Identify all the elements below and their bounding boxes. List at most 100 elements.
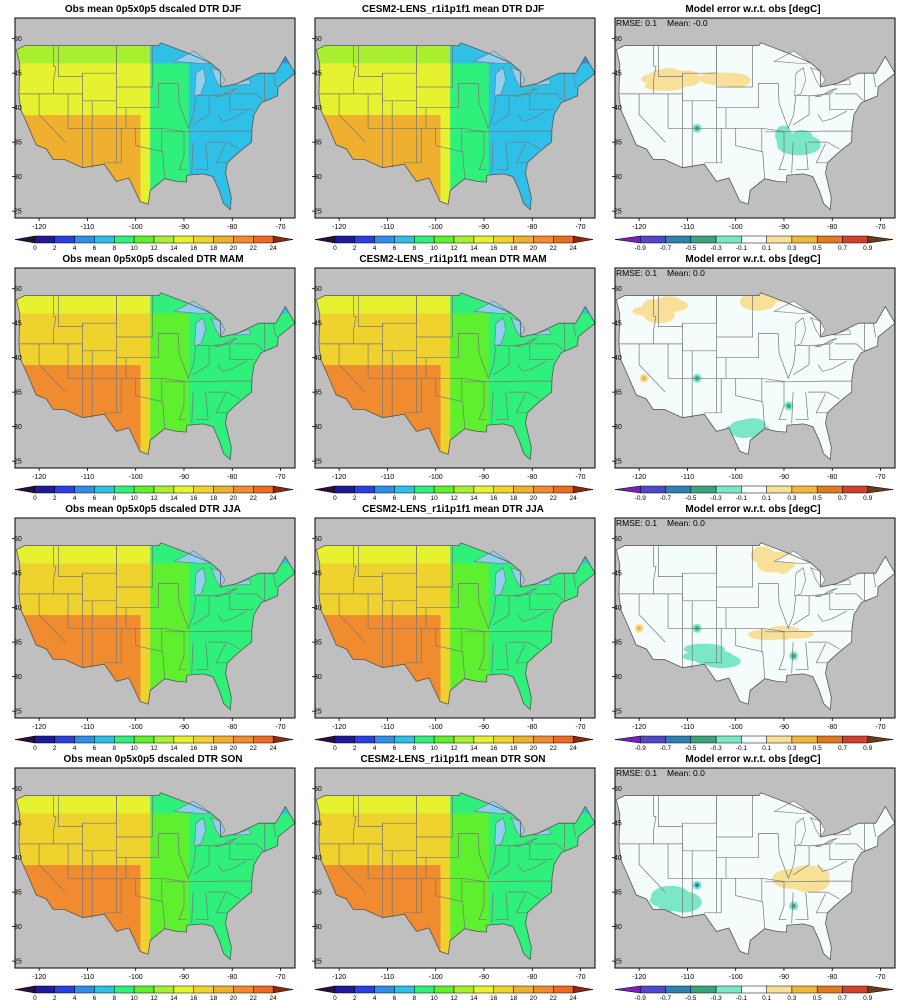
colorbar-label: 20	[230, 995, 238, 1000]
colorbar-swatch	[394, 485, 415, 494]
map-frame	[614, 267, 896, 469]
lon-tick-label: -110	[81, 224, 95, 231]
panel-title: CESM2-LENS_r1i1p1f1 mean DTR JJA	[362, 504, 544, 515]
lat-tick-label: 25	[14, 709, 22, 716]
colorbar-swatch	[553, 985, 574, 994]
colorbar-swatch	[791, 985, 818, 994]
map-frame	[14, 17, 296, 219]
colorbar-label: 0	[333, 745, 337, 750]
colorbar-label: 10	[430, 245, 438, 250]
colorbar-label: 20	[530, 745, 538, 750]
lon-tick-label: -90	[179, 974, 189, 981]
colorbar-swatch	[114, 485, 135, 494]
colorbar-label: 16	[190, 745, 198, 750]
state-borders	[618, 795, 877, 929]
lat-tick-label: 35	[614, 640, 622, 647]
lon-tick-label: -100	[429, 724, 443, 731]
colorbar-label: -0.3	[710, 745, 722, 750]
colorbar-label: 8	[412, 745, 416, 750]
colorbar-label: 18	[210, 745, 218, 750]
map-frame	[614, 767, 896, 969]
lat-tick-label: 45	[14, 821, 22, 828]
rmse-label: RMSE: 0.1	[616, 18, 657, 28]
lon-tick-label: -110	[381, 974, 395, 981]
lat-tick-label: 40	[314, 605, 322, 612]
colorbar-swatch	[867, 485, 894, 494]
colorbar-label: 2	[353, 995, 357, 1000]
lat-tick-label: 30	[614, 924, 622, 931]
colorbar-swatch	[741, 485, 767, 494]
colorbar-label: 12	[450, 245, 458, 250]
colorbar-label: 0.1	[762, 745, 771, 750]
colorbar-label: 16	[190, 245, 198, 250]
us-outline	[15, 792, 296, 961]
panel-title: CESM2-LENS_r1i1p1f1 mean DTR MAM	[359, 254, 547, 265]
lon-tick-label: -100	[129, 474, 143, 481]
colorbar-label: 10	[430, 995, 438, 1000]
colorbar-swatch	[453, 485, 475, 494]
colorbar-swatch	[193, 235, 214, 244]
lat-tick-label: 35	[14, 140, 22, 147]
colorbar-label: 10	[130, 995, 138, 1000]
lat-tick-label: 50	[314, 786, 322, 793]
colorbar-label: 18	[510, 245, 518, 250]
colorbar-label: 0.1	[762, 495, 771, 500]
panel-title: Obs mean 0p5x0p5 dscaled DTR DJF	[64, 4, 242, 15]
lat-tick-label: 50	[314, 36, 322, 43]
lat-tick-label: 30	[314, 174, 322, 181]
colorbar-label: 2	[53, 245, 57, 250]
colorbar-swatch	[14, 985, 36, 994]
colorbar-swatch	[94, 985, 115, 994]
lon-tick-label: -110	[681, 474, 695, 481]
lat-tick-label: 40	[14, 605, 22, 612]
colorbar-swatch	[233, 735, 254, 744]
colorbar-swatch	[272, 485, 294, 494]
colorbar-swatch	[334, 985, 356, 994]
colorbar-swatch	[614, 235, 641, 244]
colorbar-label: 0.5	[813, 995, 822, 1000]
great-lakes	[773, 800, 852, 847]
obs-panel-son: -120 -110 -100 -90 -80 -70 25 30 35 40 45 50 0 2 4 6 8 10…	[3, 750, 303, 1000]
map-frame	[614, 517, 896, 719]
colorbar-swatch	[791, 235, 818, 244]
colorbar-label: 16	[190, 995, 198, 1000]
colorbar-label: 8	[112, 745, 116, 750]
colorbar-label: 18	[210, 995, 218, 1000]
colorbar-swatch	[493, 485, 514, 494]
colorbar-label: -0.5	[685, 745, 697, 750]
us-outline	[315, 42, 596, 211]
state-borders	[618, 295, 877, 429]
colorbar-swatch	[414, 735, 435, 744]
colorbar-label: 0	[33, 745, 37, 750]
error-dot-core	[786, 403, 791, 409]
lat-tick-label: 50	[614, 536, 622, 543]
diff-map: -120 -110 -100 -90 -80 -70 25 30 35 40 45 50 -0.9 -0.…	[612, 517, 896, 750]
colorbar-label: 24	[269, 995, 277, 1000]
colorbar-label: 4	[73, 745, 77, 750]
error-dot-core	[636, 626, 642, 631]
lat-tick-label: 40	[614, 355, 622, 362]
lon-tick-label: -70	[575, 974, 585, 981]
colorbar-label: 8	[112, 245, 116, 250]
lat-tick-label: 25	[614, 459, 622, 466]
colorbar-label: 22	[250, 745, 258, 750]
panel-title: Model error w.r.t. obs [degC]	[685, 754, 821, 765]
colorbar-swatch	[816, 985, 843, 994]
colorbar-label: 18	[510, 495, 518, 500]
colorbar-label: 0.7	[838, 745, 847, 750]
colorbar-label: 10	[130, 495, 138, 500]
colorbar-swatch	[766, 985, 793, 994]
colorbar-swatch	[272, 735, 294, 744]
colorbar-swatch	[133, 235, 155, 244]
lat-tick-label: 50	[614, 786, 622, 793]
colorbar-label: 22	[250, 495, 258, 500]
colorbar-swatch	[193, 985, 214, 994]
colorbar-swatch	[791, 735, 818, 744]
colorbar-swatch	[354, 485, 375, 494]
lat-tick-label: 45	[314, 71, 322, 78]
lon-tick-label: -90	[479, 724, 489, 731]
colorbar-swatch	[766, 485, 793, 494]
lon-tick-label: -120	[332, 474, 346, 481]
colorbar-swatch	[34, 485, 56, 494]
